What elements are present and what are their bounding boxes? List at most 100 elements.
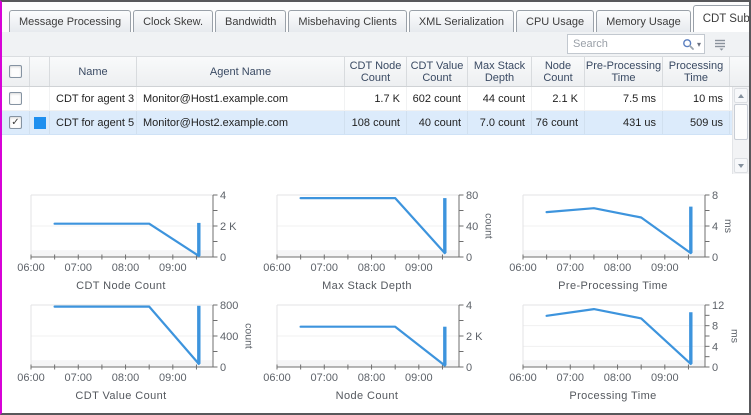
tab-bandwidth[interactable]: Bandwidth bbox=[215, 10, 287, 32]
svg-text:4: 4 bbox=[712, 221, 718, 233]
svg-text:09:00: 09:00 bbox=[159, 372, 187, 384]
tab-message-processing[interactable]: Message Processing bbox=[9, 10, 132, 32]
row-swatch-cell bbox=[30, 87, 50, 110]
column-header-name[interactable]: Name bbox=[50, 57, 137, 86]
svg-text:0: 0 bbox=[712, 252, 718, 264]
svg-text:0: 0 bbox=[220, 252, 226, 264]
svg-text:09:00: 09:00 bbox=[405, 262, 433, 274]
svg-text:06:00: 06:00 bbox=[263, 262, 291, 274]
cell-agent-name: Monitor@Host1.example.com bbox=[137, 87, 345, 110]
search-box[interactable]: ▾ bbox=[567, 34, 705, 54]
chart-pre-processing-time: 06:00 07:00 08:00 09:00 0 4 8 ms Pre-Processing … bbox=[507, 187, 745, 292]
svg-text:09:00: 09:00 bbox=[651, 262, 679, 274]
column-header-max-stack-depth[interactable]: Max Stack Depth bbox=[468, 57, 532, 86]
svg-text:0: 0 bbox=[466, 362, 472, 374]
cell-pre-processing-time: 431 us bbox=[585, 111, 663, 134]
svg-text:09:00: 09:00 bbox=[405, 372, 433, 384]
series-color-swatch bbox=[33, 116, 46, 129]
svg-text:08:00: 08:00 bbox=[358, 372, 386, 384]
header-checkbox-cell bbox=[2, 57, 30, 86]
svg-text:4: 4 bbox=[712, 341, 718, 353]
svg-text:8: 8 bbox=[712, 321, 718, 333]
column-chooser-icon[interactable] bbox=[713, 38, 727, 51]
svg-text:06:00: 06:00 bbox=[17, 372, 45, 384]
chart-title: Pre-Processing Time bbox=[558, 280, 668, 292]
scrollbar-down-icon[interactable] bbox=[734, 158, 748, 173]
svg-text:80: 80 bbox=[466, 190, 478, 202]
column-header-processing-time[interactable]: Processing Time bbox=[663, 57, 730, 86]
column-header-cdt-node-count[interactable]: CDT Node Count bbox=[345, 57, 407, 86]
cell-processing-time: 509 us bbox=[663, 111, 730, 134]
row-checkbox[interactable] bbox=[9, 92, 22, 105]
chart-title: CDT Value Count bbox=[75, 390, 167, 402]
tab-bar: Message Processing Clock Skew. Bandwidth Mi… bbox=[2, 2, 749, 32]
table-row[interactable]: CDT for agent 3 Monitor@Host1.example.com… bbox=[2, 87, 749, 111]
svg-text:400: 400 bbox=[220, 331, 238, 343]
table-row[interactable]: ✓ CDT for agent 5 Monitor@Host2.example.co… bbox=[2, 111, 749, 135]
toolbar: ▾ bbox=[2, 32, 749, 56]
column-header-agent-name[interactable]: Agent Name bbox=[137, 57, 345, 86]
cell-cdt-node-count: 108 count bbox=[345, 111, 407, 134]
svg-text:ms: ms bbox=[728, 329, 740, 343]
svg-text:06:00: 06:00 bbox=[263, 372, 291, 384]
svg-text:09:00: 09:00 bbox=[651, 372, 679, 384]
chart-title: Node Count bbox=[335, 390, 399, 402]
svg-text:07:00: 07:00 bbox=[557, 262, 585, 274]
chart-cdt-value-count: 06:00 07:00 08:00 09:00 0 400 800 count CDT Valu… bbox=[15, 297, 253, 402]
row-checkbox-cell: ✓ bbox=[2, 111, 30, 134]
svg-text:count: count bbox=[482, 213, 494, 239]
svg-text:06:00: 06:00 bbox=[17, 262, 45, 274]
cell-cdt-value-count: 602 count bbox=[407, 87, 468, 110]
svg-text:2 K: 2 K bbox=[466, 331, 483, 343]
select-all-checkbox[interactable] bbox=[9, 65, 22, 78]
chart-cdt-node-count: 06:00 07:00 08:00 09:00 0 2 K 4 CDT Node Count bbox=[15, 187, 253, 292]
chart-node-count: 06:00 07:00 08:00 09:00 0 2 K 4 Node Count bbox=[261, 297, 499, 402]
svg-text:07:00: 07:00 bbox=[65, 372, 93, 384]
search-dropdown-icon[interactable]: ▾ bbox=[696, 39, 701, 49]
svg-text:4: 4 bbox=[466, 300, 472, 312]
svg-text:08:00: 08:00 bbox=[358, 262, 386, 274]
column-header-pre-processing-time[interactable]: Pre-Processing Time bbox=[585, 57, 663, 86]
charts-row-1: 06:00 07:00 08:00 09:00 0 2 K 4 CDT Node Count 0… bbox=[15, 187, 749, 292]
svg-text:08:00: 08:00 bbox=[604, 262, 632, 274]
svg-text:0: 0 bbox=[466, 252, 472, 264]
svg-text:40: 40 bbox=[466, 221, 478, 233]
cell-name: CDT for agent 5 bbox=[50, 111, 137, 134]
search-input[interactable] bbox=[573, 38, 682, 50]
header-swatch-cell bbox=[30, 57, 50, 86]
column-header-cdt-value-count[interactable]: CDT Value Count bbox=[407, 57, 468, 86]
tab-cdt-submission[interactable]: CDT Submission bbox=[692, 5, 749, 32]
tab-memory-usage[interactable]: Memory Usage bbox=[596, 10, 691, 32]
chart-title: CDT Node Count bbox=[76, 280, 166, 292]
svg-text:ms: ms bbox=[722, 219, 734, 233]
svg-text:800: 800 bbox=[220, 300, 238, 312]
row-checkbox-cell bbox=[2, 87, 30, 110]
tab-misbehaving-clients[interactable]: Misbehaving Clients bbox=[288, 10, 407, 32]
cell-cdt-value-count: 40 count bbox=[407, 111, 468, 134]
svg-text:12: 12 bbox=[712, 300, 724, 312]
svg-text:2 K: 2 K bbox=[220, 221, 237, 233]
grid-body: CDT for agent 3 Monitor@Host1.example.com… bbox=[2, 87, 749, 174]
cell-node-count: 2.1 K bbox=[532, 87, 585, 110]
tab-xml-serialization[interactable]: XML Serialization bbox=[408, 10, 515, 32]
tab-cpu-usage[interactable]: CPU Usage bbox=[516, 10, 595, 32]
vertical-scrollbar[interactable] bbox=[732, 87, 749, 174]
chart-title: Processing Time bbox=[569, 390, 657, 402]
svg-text:09:00: 09:00 bbox=[159, 262, 187, 274]
svg-text:06:00: 06:00 bbox=[509, 262, 537, 274]
tab-clock-skew[interactable]: Clock Skew. bbox=[133, 10, 214, 32]
cell-pre-processing-time: 7.5 ms bbox=[585, 87, 663, 110]
svg-text:08:00: 08:00 bbox=[112, 372, 140, 384]
search-icon[interactable] bbox=[682, 38, 695, 51]
column-header-node-count[interactable]: Node Count bbox=[532, 57, 585, 86]
scrollbar-up-icon[interactable] bbox=[734, 88, 748, 103]
row-checkbox[interactable]: ✓ bbox=[9, 116, 22, 129]
scrollbar-thumb[interactable] bbox=[734, 104, 748, 140]
svg-text:06:00: 06:00 bbox=[509, 372, 537, 384]
chart-title: Max Stack Depth bbox=[322, 280, 412, 292]
svg-text:08:00: 08:00 bbox=[604, 372, 632, 384]
cell-max-stack-depth: 44 count bbox=[468, 87, 532, 110]
row-swatch-cell bbox=[30, 111, 50, 134]
svg-text:07:00: 07:00 bbox=[557, 372, 585, 384]
